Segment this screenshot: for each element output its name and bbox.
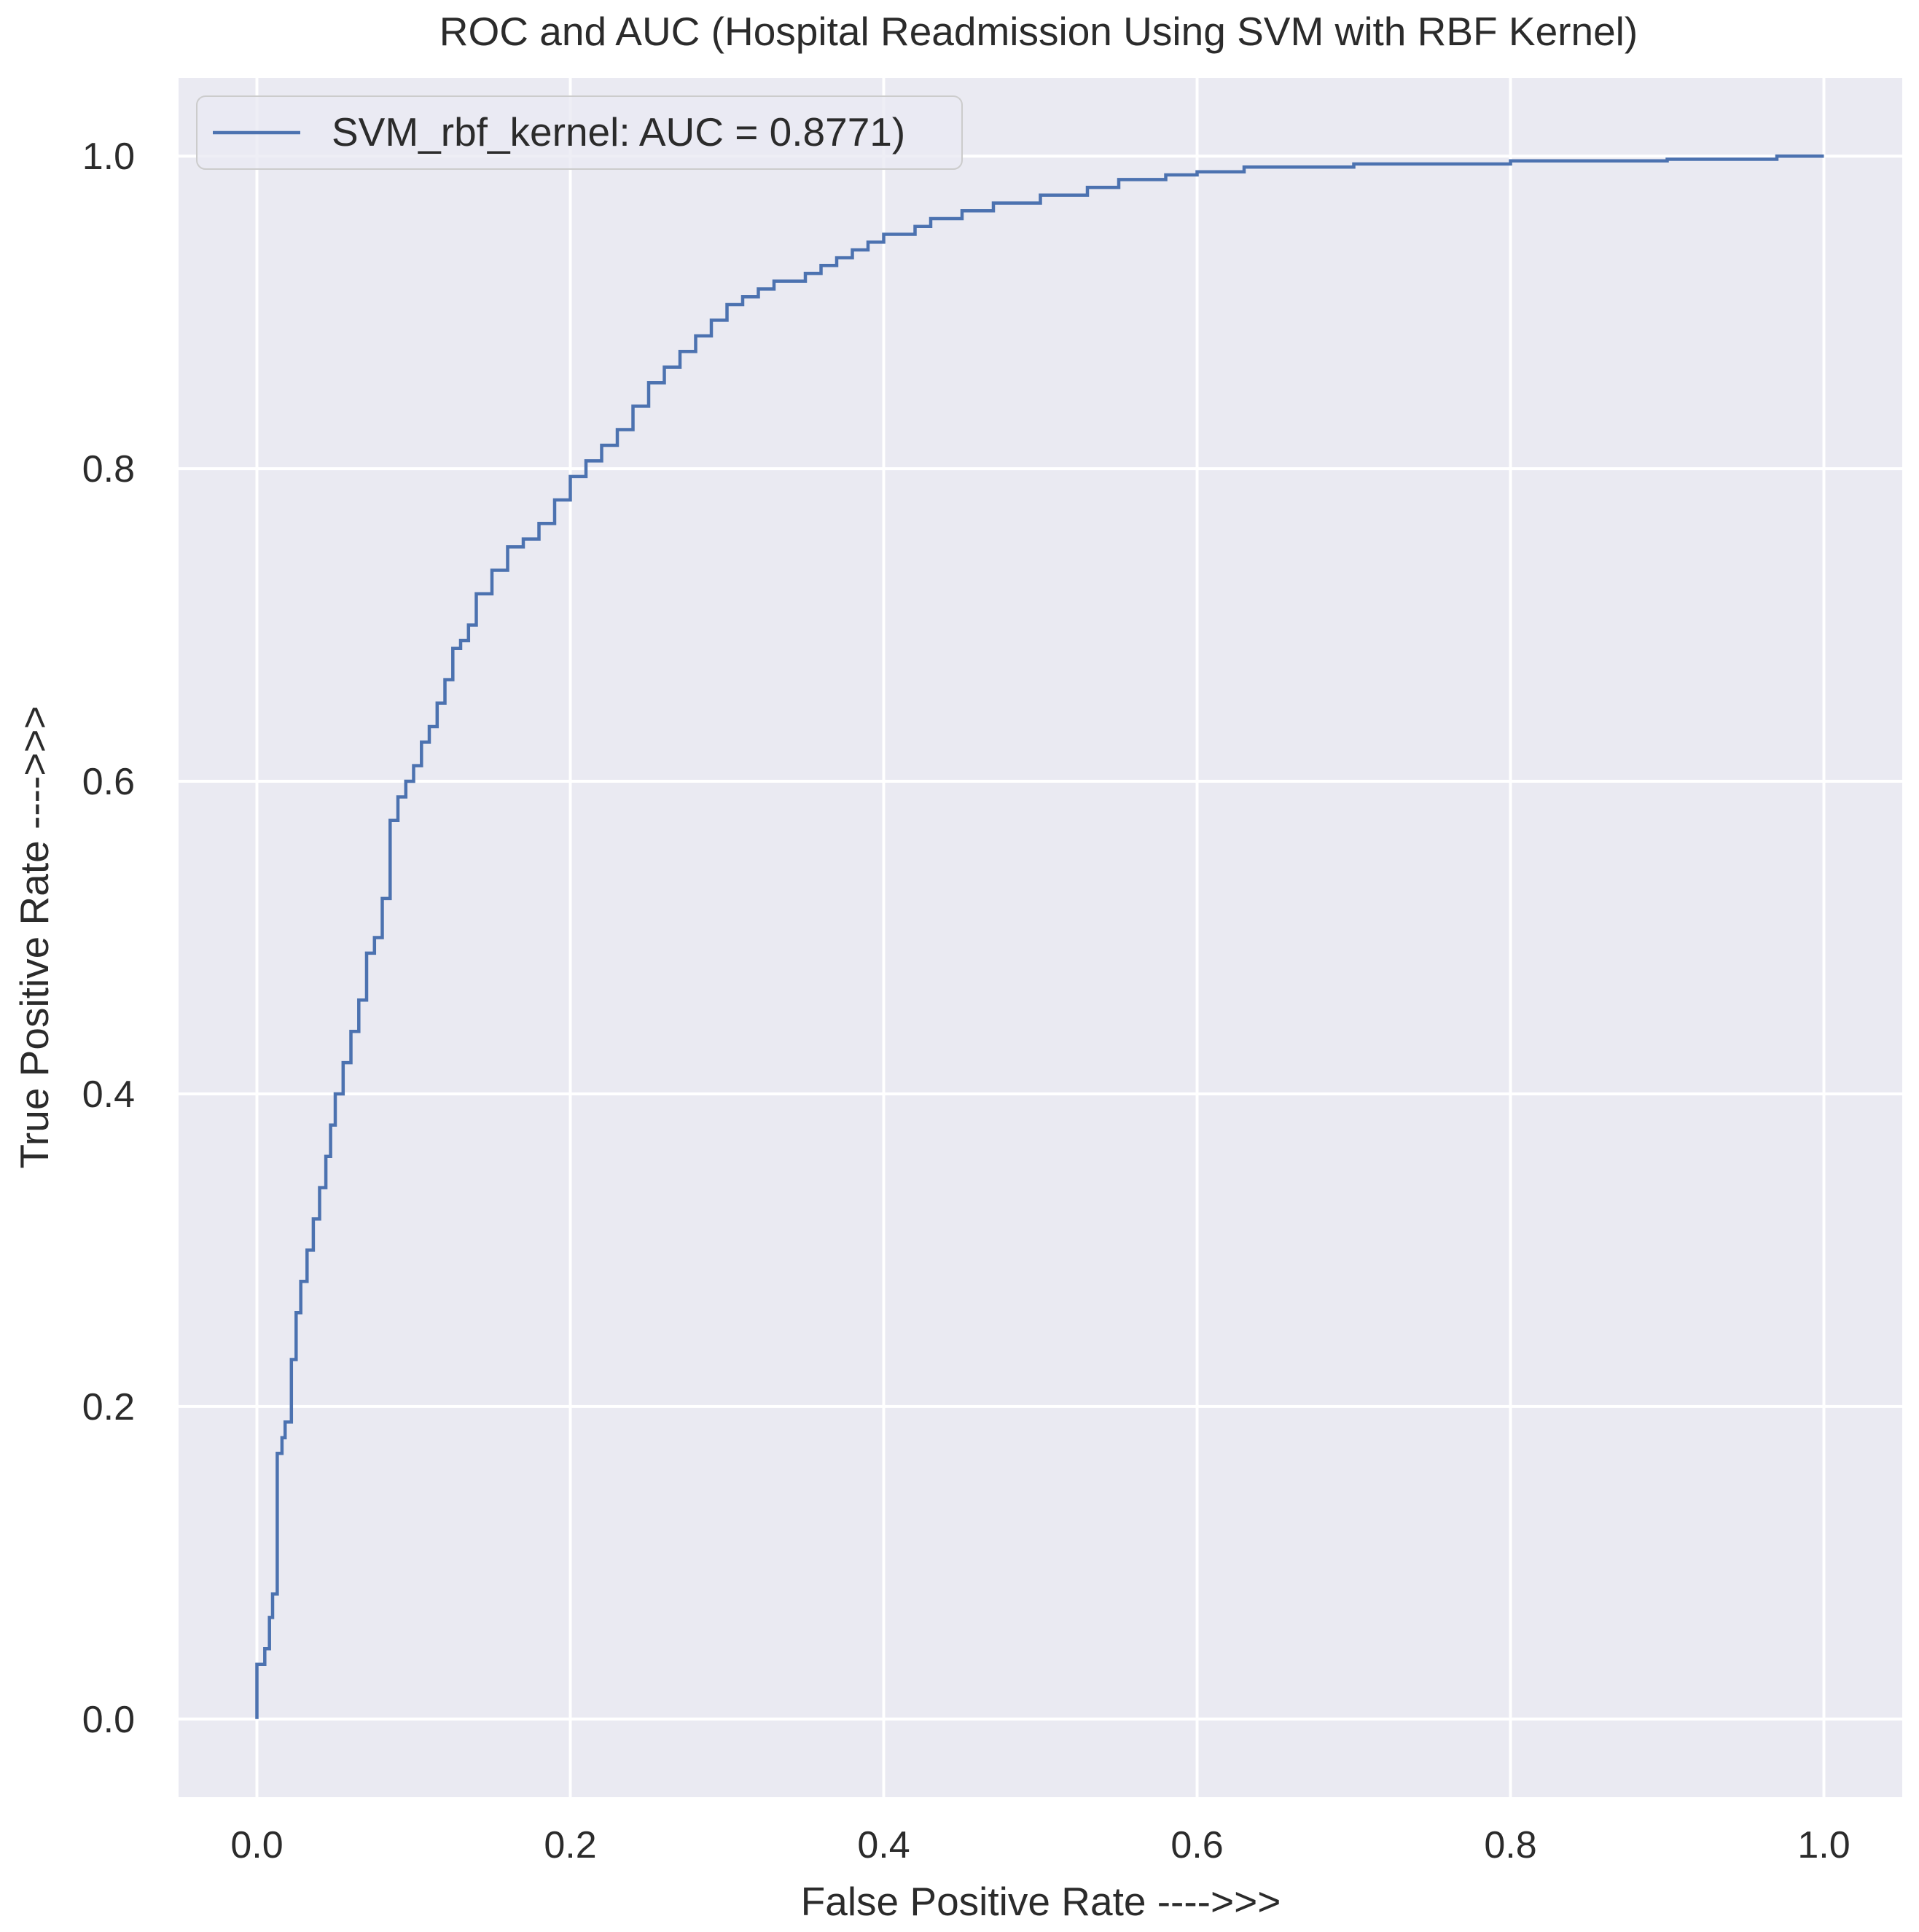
x-tick-label: 0.4 <box>857 1824 910 1866</box>
y-tick-label: 0.8 <box>82 448 135 490</box>
legend: SVM_rbf_kernel: AUC = 0.8771) <box>196 95 963 170</box>
legend-box <box>196 95 963 170</box>
x-tick-label: 0.8 <box>1484 1824 1536 1866</box>
y-tick-labels: 0.0 0.2 0.4 0.6 0.8 1.0 <box>82 136 135 1741</box>
x-tick-labels: 0.0 0.2 0.4 0.6 0.8 1.0 <box>230 1824 1850 1866</box>
y-tick-label: 0.2 <box>82 1386 135 1428</box>
roc-curve-line <box>255 154 1824 1719</box>
y-tick-label: 0.0 <box>82 1699 135 1741</box>
x-tick-label: 0.0 <box>230 1824 283 1866</box>
plot-area <box>179 78 1902 1797</box>
x-tick-label: 1.0 <box>1797 1824 1850 1866</box>
x-tick-label: 0.2 <box>544 1824 596 1866</box>
y-tick-label: 1.0 <box>82 136 135 178</box>
x-axis-label: False Positive Rate ---->>> <box>801 1879 1281 1924</box>
legend-label: SVM_rbf_kernel: AUC = 0.8771) <box>332 109 905 155</box>
y-tick-label: 0.6 <box>82 761 135 803</box>
x-tick-label: 0.6 <box>1170 1824 1223 1866</box>
chart-title: ROC and AUC (Hospital Readmission Using … <box>439 9 1638 54</box>
y-axis-label: True Positive Rate ---->>> <box>12 705 57 1168</box>
y-tick-label: 0.4 <box>82 1073 135 1116</box>
